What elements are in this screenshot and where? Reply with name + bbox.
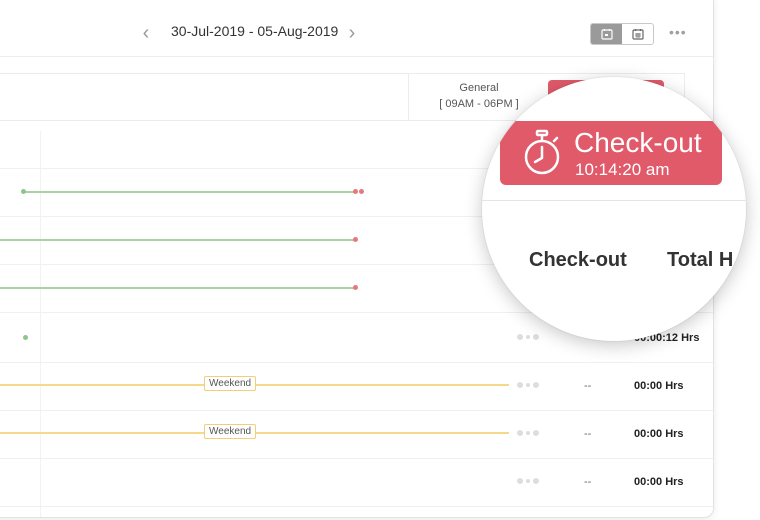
status-dot — [517, 478, 523, 484]
stopwatch-icon — [524, 129, 560, 175]
check-out-title: Check-out — [574, 127, 702, 158]
total-hours: 00:00 Hrs — [634, 380, 684, 392]
column-header-total-hours: Total H — [667, 249, 734, 271]
calendar-month-icon — [631, 29, 644, 40]
row-divider — [0, 168, 713, 169]
top-bar: ‹ 30-Jul-2019 - 05-Aug-2019 › — [0, 0, 713, 57]
more-options-icon[interactable]: ••• — [669, 24, 687, 40]
status-dot — [517, 334, 523, 340]
row-divider — [0, 312, 713, 313]
check-out-button[interactable]: Check-out 10:14:20 am — [500, 121, 722, 185]
calendar-day-icon — [600, 29, 613, 40]
row-divider — [0, 264, 713, 265]
weekend-badge: Weekend — [204, 424, 257, 439]
check-out-dot — [353, 237, 358, 242]
present-track — [0, 239, 355, 241]
day-view-button[interactable] — [591, 24, 622, 44]
date-range: 30-Jul-2019 - 05-Aug-2019 — [171, 23, 339, 39]
status-dot — [526, 431, 530, 435]
weekend-badge: Weekend — [204, 376, 257, 391]
status-dot — [533, 334, 539, 340]
row-divider — [0, 216, 713, 217]
timeline-axis-line — [40, 131, 41, 517]
status-dot — [533, 478, 539, 484]
status-dot — [526, 383, 530, 387]
magnifier-divider — [482, 200, 746, 201]
check-out-time: 10:14:20 am — [575, 160, 670, 179]
chevron-right-icon[interactable]: › — [348, 22, 356, 44]
month-view-button[interactable] — [622, 24, 653, 44]
status-dot — [533, 430, 539, 436]
check-out-dot — [353, 189, 358, 194]
shift-name: General — [459, 82, 499, 94]
check-out-value: -- — [584, 380, 592, 392]
check-in-dot — [21, 189, 26, 194]
total-hours: 00:00 Hrs — [634, 476, 684, 488]
present-track — [23, 191, 357, 193]
check-out-dot — [353, 285, 358, 290]
row-divider — [0, 410, 713, 411]
status-dot — [517, 382, 523, 388]
view-toggle — [590, 23, 654, 45]
status-dot — [533, 382, 539, 388]
shift-divider — [408, 74, 409, 120]
status-dot — [526, 479, 530, 483]
present-track — [0, 287, 355, 289]
status-dot — [517, 430, 523, 436]
row-divider — [0, 362, 713, 363]
chevron-left-icon[interactable]: ‹ — [142, 22, 150, 44]
check-out-value: -- — [584, 476, 592, 488]
check-out-dot — [359, 189, 364, 194]
column-header-check-out: Check-out — [529, 249, 627, 271]
row-divider — [0, 506, 713, 507]
row-divider — [0, 458, 713, 459]
magnifier-callout: Check-out 10:14:20 am Check-out Total H — [482, 77, 746, 341]
check-in-dot — [23, 335, 28, 340]
shift-time: [ 09AM - 06PM ] — [439, 98, 519, 110]
check-out-value: -- — [584, 428, 592, 440]
total-hours: 00:00 Hrs — [634, 428, 684, 440]
status-dot — [526, 335, 530, 339]
